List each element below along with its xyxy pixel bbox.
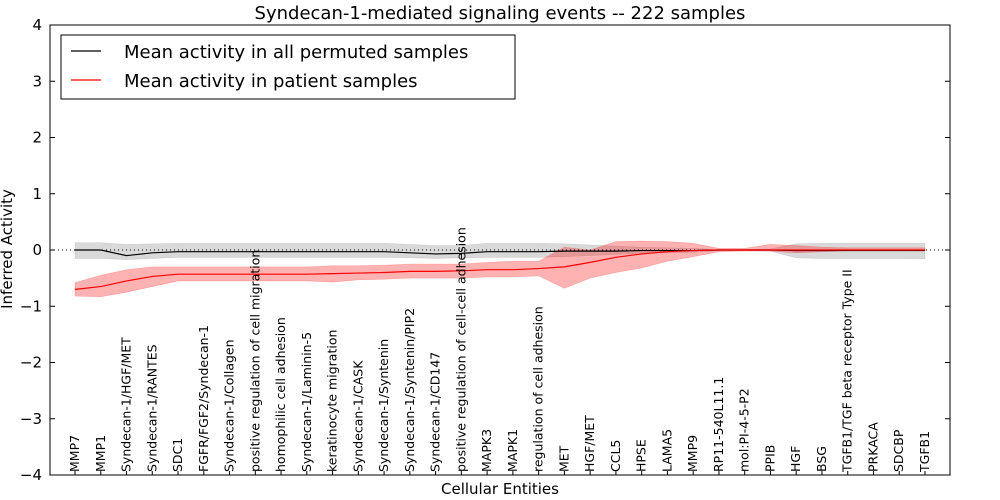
y-tick-label: −3 bbox=[20, 410, 42, 428]
x-tick-label: HGF bbox=[788, 446, 803, 472]
x-tick-label: Syndecan-1/Laminin-5 bbox=[299, 332, 314, 472]
x-tick-label: MMP9 bbox=[685, 435, 700, 472]
y-tick-label: 4 bbox=[32, 16, 42, 34]
x-tick-label: MAPK3 bbox=[479, 429, 494, 472]
y-tick-label: 3 bbox=[32, 72, 42, 90]
y-axis: −4 −3 −2 −1 0 1 2 3 4 bbox=[20, 16, 950, 484]
x-tick-label: Syndecan-1/Syntenin bbox=[376, 339, 391, 472]
x-tick-label: Syndecan-1/Collagen bbox=[222, 339, 237, 472]
x-tick-label: MET bbox=[556, 445, 571, 472]
confidence-bands bbox=[74, 240, 926, 297]
x-tick-label: LAMA5 bbox=[659, 429, 674, 472]
y-tick-label: 1 bbox=[32, 185, 42, 203]
x-tick-label: keratinocyte migration bbox=[325, 330, 340, 472]
plot-area bbox=[49, 24, 951, 476]
x-tick-label: PRKACA bbox=[865, 422, 880, 472]
y-tick-label: −1 bbox=[20, 297, 42, 315]
x-tick-label: positive regulation of cell migration bbox=[247, 250, 262, 472]
legend-label-permuted: Mean activity in all permuted samples bbox=[124, 42, 468, 63]
x-tick-label: MMP7 bbox=[67, 435, 82, 472]
x-tick-label: Syndecan-1/HGF/MET bbox=[119, 337, 134, 472]
series-line-1 bbox=[74, 249, 925, 290]
x-tick-label: Syndecan-1/RANTES bbox=[144, 344, 159, 472]
x-tick-label: TGFB1 bbox=[917, 431, 932, 473]
series-lines bbox=[74, 249, 925, 290]
y-tick-label: −4 bbox=[20, 466, 42, 484]
x-tick-label: Syndecan-1/Syntenin/PIP2 bbox=[402, 308, 417, 472]
x-tick-label: MMP1 bbox=[93, 435, 108, 472]
y-tick-label: 0 bbox=[32, 241, 42, 259]
x-tick-label: BSG bbox=[814, 446, 829, 472]
x-tick-label: Syndecan-1/CASK bbox=[350, 360, 365, 472]
x-tick-label: mol:PI-4-5-P2 bbox=[737, 388, 752, 472]
x-axis-label: Cellular Entities bbox=[441, 480, 559, 498]
y-tick-label: 2 bbox=[32, 129, 42, 147]
y-axis-label: Inferred Activity bbox=[0, 189, 16, 309]
chart-title: Syndecan-1-mediated signaling events -- … bbox=[255, 3, 746, 24]
x-tick-label: TGFB1/TGF beta receptor Type II bbox=[840, 269, 855, 473]
x-tick-label: MAPK1 bbox=[505, 429, 520, 472]
x-tick-label: RP11-540L11.1 bbox=[711, 377, 726, 472]
legend-label-patient: Mean activity in patient samples bbox=[124, 71, 418, 92]
x-tick-labels: MMP7 MMP1 Syndecan-1/HGF/MET Syndecan-1/RAN… bbox=[67, 227, 932, 475]
y-tick-label: −2 bbox=[20, 354, 42, 372]
x-tick-label: positive regulation of cell-cell adhesio… bbox=[453, 227, 468, 472]
x-tick-label: SDCBP bbox=[891, 429, 906, 472]
x-tick-label: CCL5 bbox=[608, 440, 623, 472]
x-tick-label: HPSE bbox=[634, 439, 649, 472]
x-tick-label: PPIB bbox=[762, 445, 777, 472]
legend: Mean activity in all permuted samples Me… bbox=[60, 34, 516, 100]
x-tick-label: homophilic cell adhesion bbox=[273, 317, 288, 472]
legend-box bbox=[60, 34, 516, 100]
x-tick-label: Syndecan-1/CD147 bbox=[428, 352, 443, 472]
x-tick-label: SDC1 bbox=[170, 438, 185, 472]
x-tick-label: regulation of cell adhesion bbox=[531, 306, 546, 472]
x-tick-label: HGF/MET bbox=[582, 415, 597, 472]
x-tick-label: FGFR/FGF2/Syndecan-1 bbox=[196, 325, 211, 472]
